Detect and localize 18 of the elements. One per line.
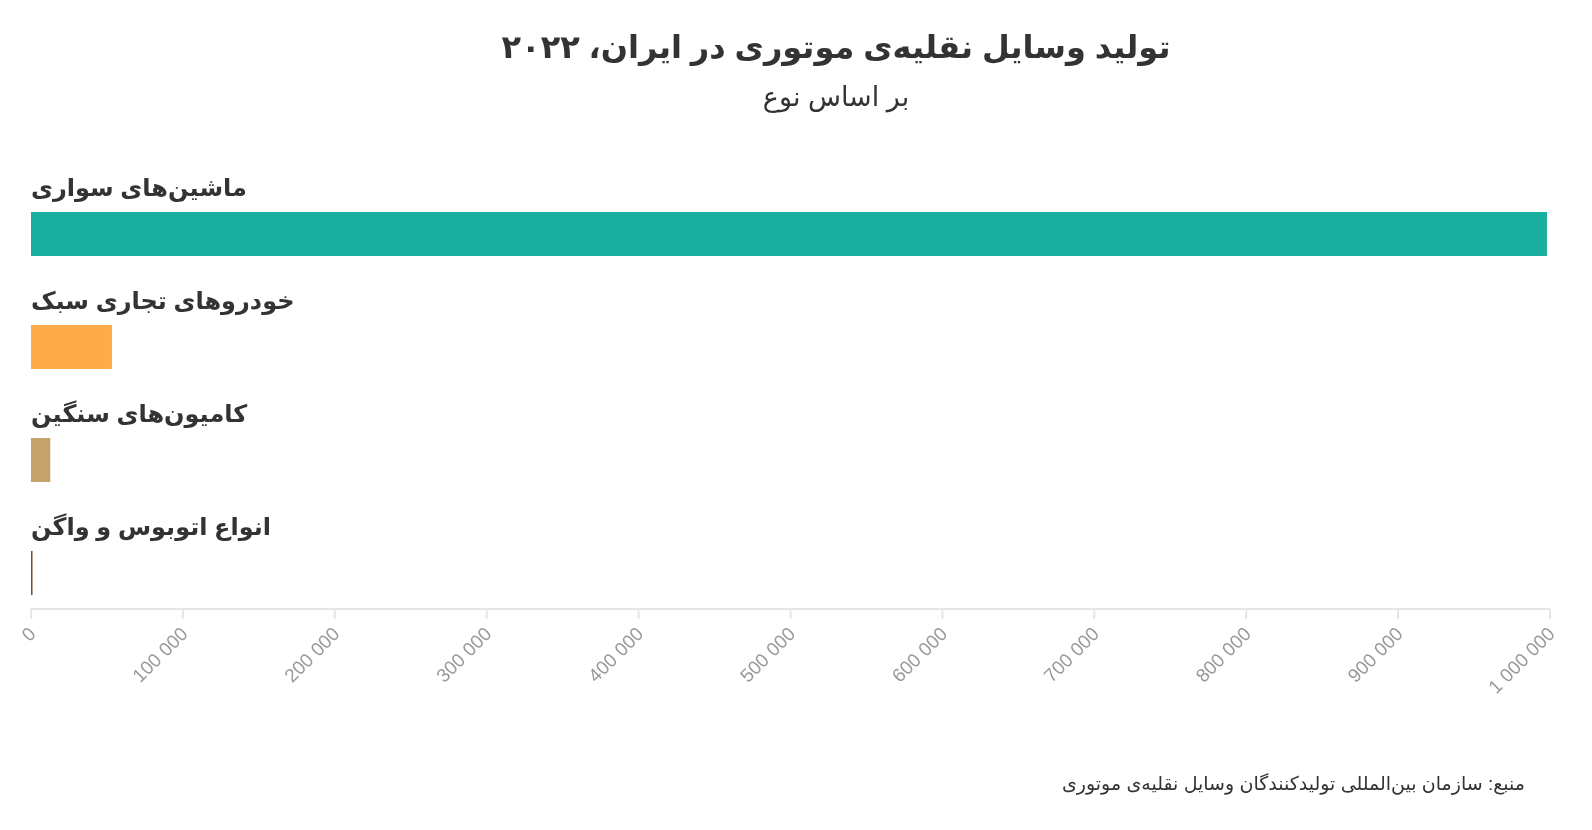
chart-subtitle: بر اساس نوع: [762, 82, 910, 113]
y-tick-label: ماشین‌های سواری: [31, 174, 247, 202]
x-tick-label: 300 000: [432, 622, 496, 687]
chart-title: تولید وسایل نقلیه‌ی موتوری در ایران، ۲۰۲۲: [501, 29, 1171, 66]
x-tick-label: 200 000: [280, 622, 344, 687]
y-tick-label: کامیون‌های سنگین: [31, 400, 248, 428]
x-tick-label: 400 000: [584, 622, 648, 687]
x-tick-label: 600 000: [887, 622, 952, 687]
x-tick-label: 900 000: [1343, 622, 1407, 687]
x-tick-label: 100 000: [128, 622, 192, 687]
text: منبع: سازمان بین‌المللی تولیدکنندگان وسایل نقلیه‌ی موتوری: [1061, 772, 1525, 795]
x-tick-label: 700 000: [1039, 622, 1104, 687]
y-tick-label: انواع اتوبوس و واگن: [31, 513, 271, 541]
x-tick-label: 1 000 000: [1484, 622, 1559, 698]
x-tick-label: 0: [17, 622, 40, 646]
x-tick-label: 500 000: [735, 622, 800, 687]
x-tick-label: 800 000: [1191, 622, 1256, 687]
y-tick-label: خودروهای تجاری سبک: [31, 287, 295, 315]
